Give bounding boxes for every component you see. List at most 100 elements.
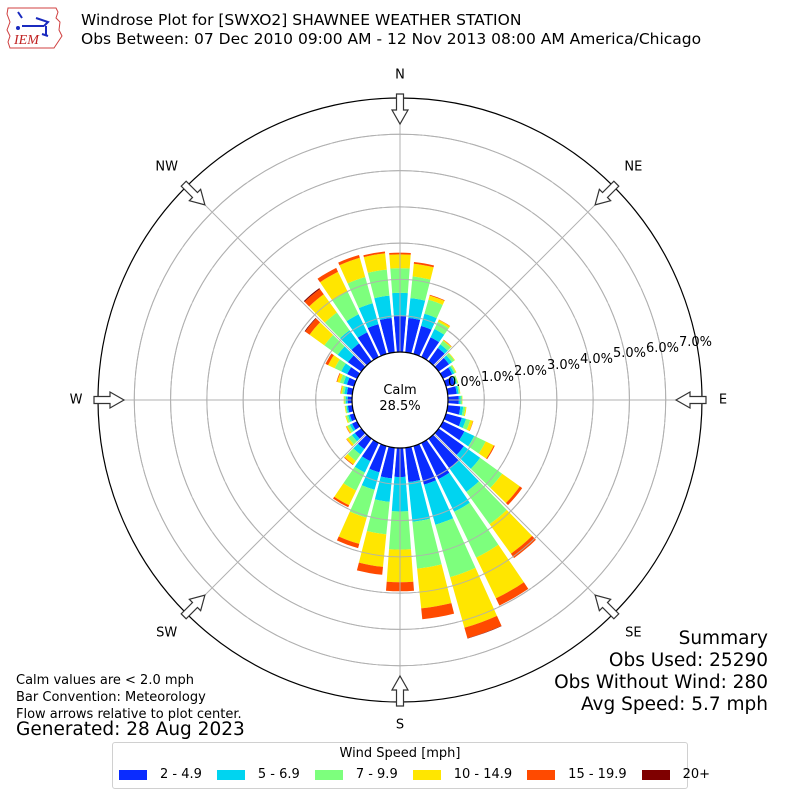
windrose-bar-segment: [369, 443, 387, 473]
legend-label: 5 - 6.9: [257, 767, 300, 782]
windrose-bar-segment: [336, 372, 341, 383]
bar-gap: [117, 411, 354, 477]
windrose-bar-segment: [490, 473, 520, 503]
legend-swatch: [314, 769, 343, 780]
windrose-bar-segment: [338, 511, 367, 544]
bar-gap: [419, 443, 525, 666]
windrose-bar-segment: [428, 347, 445, 366]
windrose-bar-segment: [332, 291, 359, 322]
windrose-bar-segment: [461, 406, 466, 417]
windrose-bar-segment: [466, 481, 507, 525]
windrose-bar-segment: [346, 425, 352, 434]
windrose-bar-segment: [421, 313, 437, 330]
windrose-bar-segment: [348, 434, 358, 445]
windrose-bar-segment: [462, 418, 471, 430]
flow-arrow-icon: [390, 93, 410, 126]
windrose-bar-segment: [324, 334, 345, 355]
windrose-bar-segment: [347, 414, 353, 423]
windrose-bar-segment: [404, 446, 421, 482]
windrose-bar-segment: [439, 420, 465, 441]
title-line-2: Obs Between: 07 Dec 2010 09:00 AM - 12 N…: [81, 30, 702, 48]
windrose-bar-segment: [442, 339, 452, 348]
windrose-bar-segment: [346, 414, 351, 423]
windrose-bar-segment: [466, 419, 474, 432]
windrose-bar-segment: [342, 385, 346, 395]
legend-swatch: [412, 769, 441, 780]
windrose-bar-segment: [495, 582, 529, 606]
windrose-bar-segment: [449, 460, 479, 492]
windrose-bar-segment: [412, 518, 442, 569]
windrose-bar-segment: [468, 435, 486, 454]
legend-item: 2 - 4.9: [119, 767, 202, 782]
legend-item: 5 - 6.9: [216, 767, 300, 782]
windrose-bar-segment: [304, 289, 324, 307]
windrose-bar-segment: [353, 443, 365, 455]
windrose-bar-segment: [337, 346, 354, 363]
bar-gap: [160, 426, 362, 569]
windrose-bar-segment: [467, 625, 502, 639]
legend-swatch: [527, 769, 556, 780]
windrose-bar-segment: [438, 472, 470, 512]
windrose-bar-segment: [421, 603, 455, 620]
iem-logo: IEM: [6, 7, 63, 49]
windrose-bar-segment: [478, 441, 494, 459]
bar-gap: [373, 109, 397, 353]
plot-notes: Calm values are < 2.0 mph Bar Convention…: [16, 672, 242, 723]
windrose-bar-segment: [346, 377, 357, 387]
windrose-bar-segment: [363, 253, 387, 273]
windrose-bar-segment: [505, 486, 523, 506]
bar-gap: [438, 426, 640, 569]
bar-gap: [443, 275, 666, 381]
grid-spoke-overlay: [186, 433, 367, 614]
calm-title: Calm: [383, 383, 417, 398]
windrose-bar-segment: [458, 385, 461, 394]
summary-title: Summary: [678, 628, 768, 649]
windrose-bar-segment: [486, 445, 495, 460]
windrose-bar-segment: [455, 375, 459, 384]
bar-gap: [323, 446, 389, 683]
windrose-bar-segment: [309, 294, 337, 323]
windrose-bar-segment: [420, 337, 440, 361]
legend-items: 2 - 4.9 5 - 6.9 7 - 9.9 10 - 14.9 15 - 19.9 2…: [119, 767, 710, 782]
bar-gap: [447, 373, 691, 397]
windrose-bar-segment: [452, 375, 457, 385]
legend-item: 20+: [641, 767, 710, 782]
windrose-bar-segment: [333, 496, 350, 508]
flow-arrow-icon: [180, 594, 206, 620]
windrose-bar-segment: [448, 352, 456, 361]
windrose-bar-segment: [347, 355, 366, 372]
windrose-bar-segment: [346, 314, 368, 338]
compass-label-ne: NE: [624, 159, 643, 175]
bar-gap: [419, 134, 525, 357]
windrose-bar-segment: [434, 428, 464, 455]
legend-label: 7 - 9.9: [355, 767, 398, 782]
compass-label-nw: NW: [155, 159, 178, 175]
bar-gap: [160, 231, 362, 374]
windrose-bar-segment: [346, 405, 350, 414]
bar-gap: [446, 323, 683, 389]
legend-item: 15 - 19.9: [527, 767, 627, 782]
bar-gap: [443, 419, 666, 525]
radial-tick-label: 2.0%: [514, 364, 548, 379]
windrose-bar-segment: [361, 439, 380, 462]
calm-value: 28.5%: [379, 399, 421, 414]
windrose-bar-segment: [430, 329, 445, 343]
flow-arrow-icon: [93, 390, 126, 410]
avg-speed: Avg Speed: 5.7 mph: [580, 694, 768, 715]
windrose-bar-segment: [345, 426, 351, 434]
bar-gap: [403, 447, 427, 691]
windrose-bar-segment: [367, 324, 387, 357]
windrose-bar-segment: [346, 438, 353, 447]
windrose-bar-segment: [346, 386, 354, 396]
windrose-bar-segment: [374, 295, 392, 320]
bar-gap: [411, 117, 477, 354]
windrose-bar-segment: [324, 312, 350, 339]
radial-tick-label: 3.0%: [547, 358, 581, 373]
bar-gap: [275, 443, 381, 666]
radial-tick-label: 4.0%: [580, 352, 614, 367]
windrose-bar-segment: [358, 531, 387, 567]
legend: Wind Speed [mph] 2 - 4.9 5 - 6.9 7 - 9.9 10…: [112, 742, 710, 789]
windrose-bar-segment: [357, 332, 380, 361]
windrose-bar-segment: [457, 385, 460, 394]
windrose-bar-segment: [317, 267, 338, 283]
